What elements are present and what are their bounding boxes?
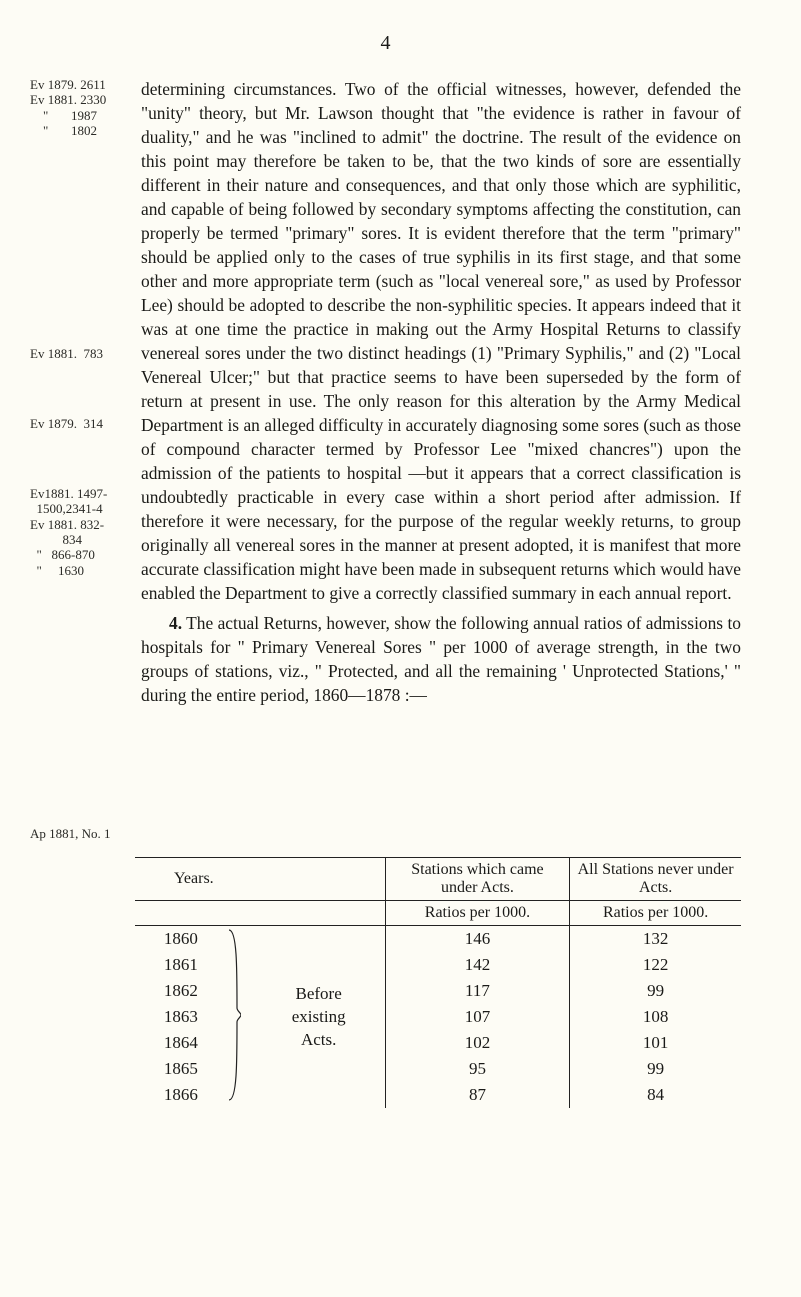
margin-ref: Ap 1881, No. 1 (30, 826, 135, 841)
cell-never: 122 (570, 952, 741, 978)
header-spacer (253, 858, 386, 901)
margin-ref: Ev 1881. 832- (30, 517, 135, 532)
cell-year: 1862 (135, 978, 227, 1004)
cell-never: 108 (570, 1004, 741, 1030)
margin-ref: Ev 1881. 2330 (30, 92, 135, 107)
paragraph: determining circumstances. Two of the of… (141, 77, 741, 605)
header-never-under: All Stations never under Acts. (570, 858, 741, 901)
body-wrap: Ev 1879. 2611 Ev 1881. 2330 " 1987 " 180… (30, 77, 741, 841)
paragraph-text: The actual Returns, however, show the fo… (141, 613, 741, 705)
curly-brace-icon (227, 928, 241, 1102)
ratios-table: Years. Stations which came under Acts. A… (135, 857, 741, 1108)
middle-label: Before existing Acts. (253, 926, 386, 1109)
subheader-never: Ratios per 1000. (570, 901, 741, 926)
middle-label-line: Acts. (301, 1030, 336, 1049)
header-years: Years. (135, 858, 253, 901)
margin-ref: Ev 1879. 314 (30, 416, 135, 431)
subheader-spacer (253, 901, 386, 926)
header-under-acts: Stations which came under Acts. (385, 858, 570, 901)
margin-ref: " 1802 (30, 123, 135, 138)
cell-year: 1860 (135, 926, 227, 953)
cell-under: 87 (385, 1082, 570, 1108)
cell-never: 101 (570, 1030, 741, 1056)
paragraph: 4. The actual Returns, however, show the… (141, 611, 741, 707)
margin-ref: Ev 1881. 783 (30, 346, 135, 361)
cell-under: 95 (385, 1056, 570, 1082)
cell-year: 1865 (135, 1056, 227, 1082)
page-number: 4 (30, 32, 741, 55)
margin-ref: " 866-870 (30, 547, 135, 562)
table-subheader-row: Ratios per 1000. Ratios per 1000. (135, 901, 741, 926)
middle-label-line: Before (296, 984, 342, 1003)
margin-ref: 834 (30, 532, 135, 547)
table-row: 1860 Before existing Acts. 146 132 (135, 926, 741, 953)
section-number: 4. (169, 613, 182, 633)
cell-year: 1866 (135, 1082, 227, 1108)
cell-under: 142 (385, 952, 570, 978)
middle-label-line: existing (292, 1007, 346, 1026)
margin-ref: " 1987 (30, 108, 135, 123)
cell-under: 102 (385, 1030, 570, 1056)
cell-year: 1863 (135, 1004, 227, 1030)
margin-ref: 1500,2341-4 (30, 501, 135, 516)
cell-under: 107 (385, 1004, 570, 1030)
cell-never: 99 (570, 978, 741, 1004)
subheader-spacer (135, 901, 253, 926)
ratios-table-wrap: Years. Stations which came under Acts. A… (135, 857, 741, 1108)
margin-ref: " 1630 (30, 563, 135, 578)
subheader-under: Ratios per 1000. (385, 901, 570, 926)
main-text: determining circumstances. Two of the of… (141, 77, 741, 713)
margin-ref: Ev 1879. 2611 (30, 77, 135, 92)
page: 4 Ev 1879. 2611 Ev 1881. 2330 " 1987 " 1… (0, 0, 801, 1297)
table-header-row: Years. Stations which came under Acts. A… (135, 858, 741, 901)
cell-year: 1864 (135, 1030, 227, 1056)
brace-cell (227, 926, 253, 1109)
margin-ref: Ev1881. 1497- (30, 486, 135, 501)
cell-never: 132 (570, 926, 741, 953)
cell-never: 84 (570, 1082, 741, 1108)
cell-under: 146 (385, 926, 570, 953)
cell-under: 117 (385, 978, 570, 1004)
cell-never: 99 (570, 1056, 741, 1082)
cell-year: 1861 (135, 952, 227, 978)
margin-references: Ev 1879. 2611 Ev 1881. 2330 " 1987 " 180… (30, 77, 141, 841)
